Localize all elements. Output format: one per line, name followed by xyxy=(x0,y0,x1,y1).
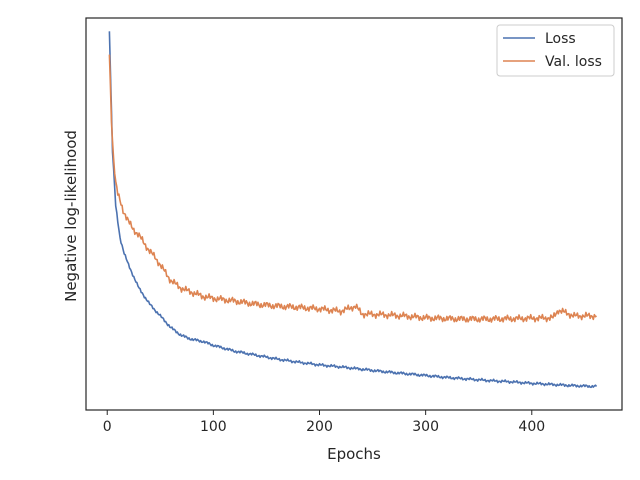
x-tick-label: 200 xyxy=(306,419,333,435)
legend: Loss Val. loss xyxy=(496,24,615,77)
legend-label-loss: Loss xyxy=(545,31,576,47)
x-tick-label: 300 xyxy=(412,419,439,435)
x-axis-label: Epochs xyxy=(327,445,381,463)
x-tick-label: 100 xyxy=(200,419,227,435)
legend-label-val-loss: Val. loss xyxy=(545,54,602,70)
series-line-loss xyxy=(108,31,598,389)
series-layer xyxy=(108,31,598,389)
x-tick-label: 0 xyxy=(103,419,112,435)
series-line-val-loss xyxy=(108,54,597,323)
plot-area xyxy=(85,17,623,411)
x-tick-label: 400 xyxy=(518,419,545,435)
y-axis-label: Negative log-likelihood xyxy=(62,130,80,302)
x-axis-ticks: 0 100 200 300 400 xyxy=(103,410,545,435)
